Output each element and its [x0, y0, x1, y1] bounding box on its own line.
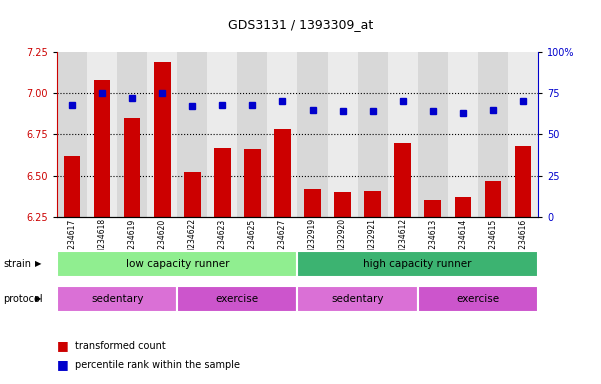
Bar: [478, 52, 508, 217]
Bar: [177, 52, 207, 217]
Text: sedentary: sedentary: [331, 293, 384, 304]
Text: exercise: exercise: [216, 293, 259, 304]
Bar: [297, 251, 538, 277]
Bar: [358, 52, 388, 217]
Bar: [304, 189, 321, 217]
Bar: [274, 129, 291, 217]
Bar: [484, 180, 501, 217]
Text: high capacity runner: high capacity runner: [364, 259, 472, 269]
Bar: [297, 52, 328, 217]
Bar: [94, 80, 111, 217]
Bar: [328, 52, 358, 217]
Text: ■: ■: [57, 358, 69, 371]
Bar: [267, 52, 297, 217]
Bar: [418, 52, 448, 217]
Bar: [124, 118, 141, 217]
Text: ■: ■: [57, 339, 69, 352]
Bar: [64, 156, 81, 217]
Bar: [418, 286, 538, 311]
Bar: [57, 251, 297, 277]
Bar: [184, 172, 201, 217]
Bar: [454, 197, 471, 217]
Text: transformed count: transformed count: [75, 341, 166, 351]
Bar: [394, 143, 411, 217]
Text: strain: strain: [3, 259, 31, 269]
Bar: [514, 146, 531, 217]
Bar: [57, 286, 177, 311]
Bar: [154, 62, 171, 217]
Text: percentile rank within the sample: percentile rank within the sample: [75, 360, 240, 370]
Bar: [87, 52, 117, 217]
Bar: [244, 149, 261, 217]
Text: protocol: protocol: [3, 293, 43, 304]
Text: low capacity runner: low capacity runner: [126, 259, 229, 269]
Bar: [448, 52, 478, 217]
Bar: [364, 190, 381, 217]
Bar: [424, 200, 441, 217]
Text: ▶: ▶: [35, 260, 41, 268]
Bar: [297, 286, 418, 311]
Text: GDS3131 / 1393309_at: GDS3131 / 1393309_at: [228, 18, 373, 31]
Text: exercise: exercise: [456, 293, 499, 304]
Bar: [237, 52, 267, 217]
Bar: [117, 52, 147, 217]
Text: ▶: ▶: [35, 294, 41, 303]
Bar: [207, 52, 237, 217]
Bar: [147, 52, 177, 217]
Bar: [177, 286, 297, 311]
Bar: [388, 52, 418, 217]
Bar: [508, 52, 538, 217]
Bar: [334, 192, 351, 217]
Bar: [57, 52, 87, 217]
Bar: [214, 147, 231, 217]
Text: sedentary: sedentary: [91, 293, 144, 304]
